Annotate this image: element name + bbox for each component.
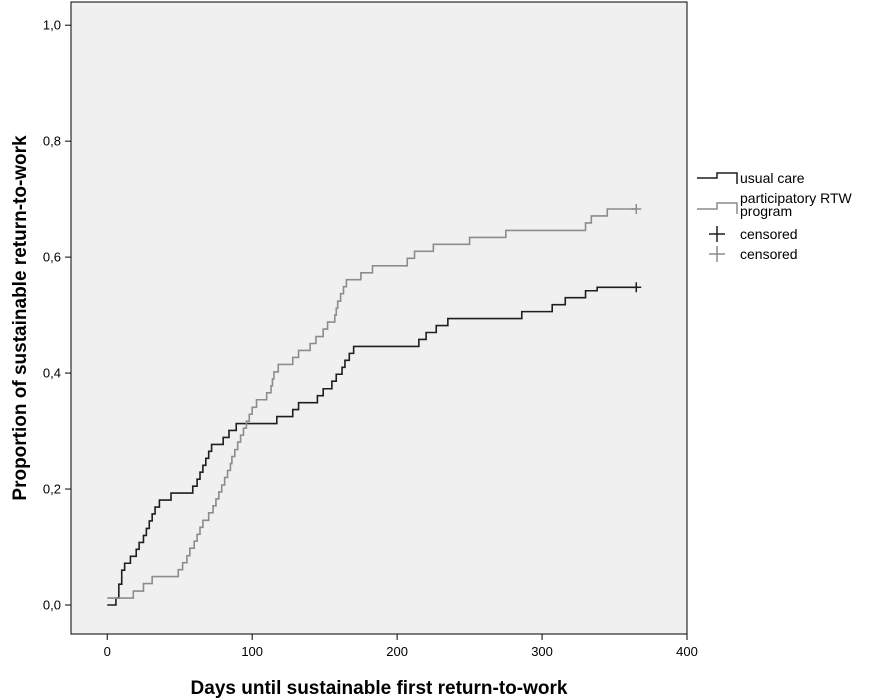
x-tick-label-200: 200 bbox=[386, 644, 408, 659]
series-layer bbox=[107, 203, 642, 606]
legend-label-participatory-rtw-line1: participatory RTW bbox=[740, 190, 853, 206]
x-axis-ticks: 0 100 200 300 400 bbox=[104, 634, 698, 659]
legend-label-participatory-rtw: participatory RTW program bbox=[740, 190, 856, 219]
legend-label-censored-usual-care: censored bbox=[740, 226, 798, 242]
x-tick-label-100: 100 bbox=[241, 644, 263, 659]
series-line-participatory-rtw bbox=[107, 208, 637, 599]
censored-marker-usual-care bbox=[631, 282, 642, 293]
y-axis-ticks: 0,0 0,2 0,4 0,6 0,8 1,0 bbox=[43, 18, 71, 613]
censored-marker-participatory-rtw bbox=[631, 203, 642, 214]
y-axis-title: Proportion of sustainable return-to-work bbox=[10, 135, 31, 501]
legend-label-participatory-rtw-line2: program bbox=[740, 203, 792, 219]
y-tick-label-5: 1,0 bbox=[43, 18, 61, 33]
plot-area bbox=[70, 1, 688, 635]
y-tick-label-4: 0,8 bbox=[43, 134, 61, 149]
y-tick-label-0: 0,0 bbox=[43, 598, 61, 613]
legend-swatch-participatory-rtw bbox=[697, 202, 738, 214]
legend-label-usual-care: usual care bbox=[740, 170, 805, 186]
legend-label-censored-participatory: censored bbox=[740, 246, 798, 262]
legend-swatch-usual-care bbox=[697, 172, 738, 184]
y-tick-label-2: 0,4 bbox=[43, 366, 61, 381]
legend: usual care participatory RTW program cen… bbox=[697, 170, 856, 262]
x-tick-label-300: 300 bbox=[531, 644, 553, 659]
x-tick-label-400: 400 bbox=[676, 644, 698, 659]
legend-censored-marker-usual-care bbox=[709, 226, 725, 242]
x-tick-label-0: 0 bbox=[104, 644, 111, 659]
y-tick-label-3: 0,6 bbox=[43, 250, 61, 265]
legend-censored-marker-participatory bbox=[709, 246, 725, 262]
x-axis-title: Days until sustainable first return-to-w… bbox=[191, 678, 568, 699]
series-line-usual-care bbox=[107, 286, 637, 606]
y-tick-label-1: 0,2 bbox=[43, 482, 61, 497]
